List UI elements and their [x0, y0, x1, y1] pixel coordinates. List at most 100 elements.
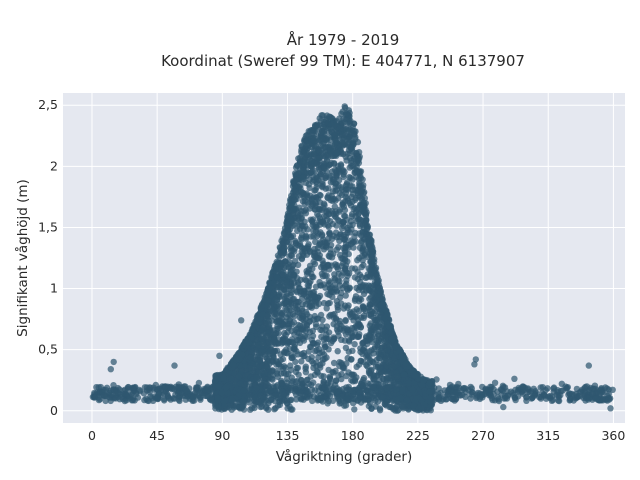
data-point [592, 395, 599, 402]
data-point [273, 358, 280, 365]
data-point [261, 370, 268, 377]
data-point [352, 265, 359, 272]
data-point [255, 368, 262, 376]
data-point [321, 221, 328, 228]
data-point [140, 390, 148, 397]
data-point [273, 258, 280, 266]
data-point [339, 255, 346, 262]
data-point [360, 261, 367, 269]
data-point [366, 353, 373, 360]
data-point [375, 381, 382, 388]
data-point [354, 257, 361, 264]
data-point [367, 367, 375, 374]
data-point [350, 244, 357, 251]
data-point [143, 395, 150, 403]
data-point [366, 231, 374, 238]
data-point [332, 381, 339, 389]
data-point [357, 284, 365, 291]
data-point [301, 245, 308, 253]
data-point [306, 205, 313, 212]
data-point [256, 357, 263, 364]
data-point [311, 260, 319, 268]
data-point [297, 389, 304, 397]
data-point [285, 228, 292, 235]
data-point [339, 131, 346, 138]
data-point [325, 207, 332, 214]
data-point [341, 365, 348, 372]
data-point [289, 271, 297, 279]
data-point [540, 392, 548, 399]
data-point [361, 220, 369, 227]
data-point [321, 341, 328, 348]
data-point [375, 350, 382, 358]
data-point [520, 383, 527, 390]
data-point [346, 270, 353, 277]
data-point [334, 348, 341, 355]
data-point [252, 394, 259, 401]
data-point [370, 383, 377, 391]
data-point [351, 297, 359, 304]
data-point [340, 231, 348, 239]
data-point [339, 140, 347, 148]
data-point [303, 270, 311, 278]
data-point [355, 175, 363, 183]
data-point [204, 387, 211, 394]
data-point [240, 397, 247, 405]
data-point [360, 312, 368, 319]
data-point [291, 312, 298, 319]
data-point [286, 201, 293, 209]
data-point [282, 258, 289, 265]
data-point [284, 350, 291, 357]
data-point [455, 380, 462, 388]
data-point [182, 396, 189, 403]
data-point [253, 384, 260, 392]
data-point [220, 375, 227, 382]
data-point [294, 279, 302, 286]
data-point [218, 389, 226, 397]
data-point [291, 196, 298, 204]
data-point [299, 173, 307, 181]
data-point [220, 398, 228, 406]
data-point [310, 360, 317, 367]
data-point [330, 359, 338, 367]
data-point [294, 261, 302, 269]
data-point [215, 383, 222, 390]
data-point [345, 302, 352, 309]
data-point [372, 264, 380, 272]
data-point [310, 233, 317, 240]
data-point [324, 119, 331, 127]
data-point [311, 206, 319, 213]
data-point [268, 368, 275, 376]
data-point [349, 176, 356, 183]
data-point [130, 384, 137, 391]
data-point [134, 394, 142, 401]
data-point [336, 359, 343, 366]
data-point [319, 181, 326, 188]
data-point [549, 396, 557, 404]
data-point [348, 356, 355, 363]
data-point [283, 337, 290, 344]
data-point [273, 370, 281, 377]
data-point [249, 326, 256, 334]
data-point [190, 393, 197, 401]
data-point [399, 403, 407, 411]
data-point [116, 386, 123, 393]
data-point [392, 343, 399, 351]
data-point [107, 397, 114, 405]
data-point [311, 187, 318, 194]
data-point [589, 390, 596, 397]
data-point [582, 383, 589, 391]
data-point [273, 302, 280, 309]
data-point [254, 341, 261, 348]
data-point [303, 333, 311, 340]
data-point [377, 364, 384, 372]
chart-title-line1: År 1979 - 2019 [287, 30, 400, 49]
data-point [344, 197, 352, 204]
data-point [103, 384, 111, 391]
data-point [340, 173, 347, 181]
data-point [360, 205, 368, 213]
data-point [530, 385, 537, 392]
data-point [378, 387, 385, 395]
data-point [271, 392, 278, 400]
data-point [288, 354, 296, 361]
